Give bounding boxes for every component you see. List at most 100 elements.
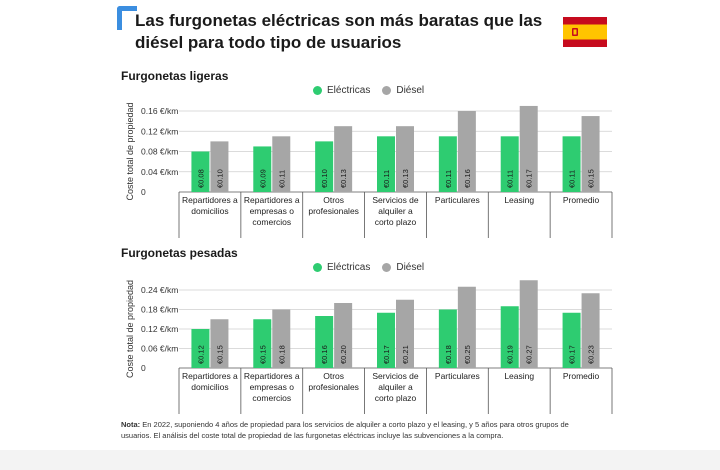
data-label: €0.23: [587, 345, 596, 364]
x-tick-label: Servicios de: [372, 195, 419, 205]
bar: [315, 141, 334, 192]
legend-item-diesel: Diésel: [382, 85, 424, 96]
x-tick-label: Leasing: [504, 371, 534, 381]
bar: [438, 136, 457, 192]
bar: [519, 105, 538, 192]
chart-1-legend: Eléctricas Diésel: [313, 85, 436, 96]
x-tick-label: Otros: [323, 371, 344, 381]
bar: [334, 303, 353, 368]
x-tick-label: Particulares: [435, 371, 480, 381]
bar: [377, 312, 395, 368]
data-label: €0.17: [525, 169, 534, 188]
frame-right: [702, 0, 720, 470]
data-label: €0.17: [382, 345, 391, 364]
y-tick-label: 0: [141, 363, 146, 373]
bar: [457, 286, 476, 368]
data-label: €0.15: [215, 345, 224, 364]
x-tick-label: alquiler a: [378, 206, 413, 216]
spain-flag-icon: [563, 17, 607, 47]
x-tick-label: corto plazo: [375, 217, 417, 227]
bar: [210, 319, 229, 368]
data-label: €0.10: [320, 169, 329, 188]
bar: [562, 312, 581, 368]
bar: [191, 329, 210, 368]
y-tick-label: 0.06 €/km: [141, 344, 178, 354]
data-label: €0.13: [401, 169, 410, 188]
data-label: €0.18: [444, 345, 453, 364]
x-tick-label: Repartidores a: [244, 371, 300, 381]
footnote-label: Nota:: [121, 420, 141, 429]
data-label: €0.12: [196, 345, 205, 364]
x-tick-label: Servicios de: [372, 371, 419, 381]
x-tick-label: Repartidores a: [182, 371, 238, 381]
bar: [396, 299, 414, 368]
frame-left: [0, 0, 18, 470]
y-tick-label: 0.12 €/km: [141, 126, 178, 136]
x-tick-label: alquiler a: [378, 382, 413, 392]
data-label: €0.18: [277, 345, 286, 364]
bar: [315, 316, 334, 368]
bar: [191, 151, 210, 192]
data-label: €0.21: [401, 345, 410, 364]
x-tick-label: domicilios: [191, 382, 228, 392]
legend-label-diesel: Diésel: [396, 262, 425, 273]
data-label: €0.11: [277, 170, 286, 188]
data-label: €0.27: [525, 345, 534, 364]
data-label: €0.11: [444, 170, 453, 188]
data-label: €0.19: [506, 345, 515, 364]
y-tick-label: 0.16 €/km: [141, 106, 178, 116]
x-tick-label: comercios: [252, 393, 291, 403]
y-tick-label: 0.24 €/km: [141, 285, 178, 295]
x-tick-label: corto plazo: [375, 393, 417, 403]
legend-label-diesel: Diésel: [396, 85, 425, 96]
data-label: €0.25: [463, 345, 472, 364]
y-axis-label: Coste total de propiedad: [125, 102, 135, 200]
y-tick-label: 0.12 €/km: [141, 324, 178, 334]
x-tick-label: profesionales: [308, 206, 359, 216]
chart-1-title: Furgonetas ligeras: [121, 69, 229, 83]
y-axis-label: Coste total de propiedad: [125, 280, 135, 378]
bar: [377, 136, 395, 192]
data-label: €0.11: [506, 170, 515, 188]
y-tick-label: 0.08 €/km: [141, 147, 178, 157]
data-label: €0.10: [215, 169, 224, 188]
chart-2-legend: Eléctricas Diésel: [313, 262, 436, 273]
x-tick-label: Promedio: [563, 195, 600, 205]
chart-2-title: Furgonetas pesadas: [121, 246, 238, 260]
data-label: €0.09: [258, 169, 267, 188]
data-label: €0.17: [568, 345, 577, 364]
legend-label-electric: Eléctricas: [327, 85, 371, 96]
x-tick-label: Otros: [323, 195, 344, 205]
data-label: €0.11: [568, 170, 577, 188]
data-label: €0.16: [320, 345, 329, 364]
bar: [581, 116, 600, 192]
bar: [334, 126, 353, 192]
x-tick-label: domicilios: [191, 206, 228, 216]
bar: [438, 309, 457, 368]
data-label: €0.16: [463, 169, 472, 188]
chart-2-svg: Coste total de propiedad 0 0.06 €/km 0.12 €…: [125, 280, 613, 414]
bar: [272, 309, 291, 368]
x-tick-label: empresas o: [250, 206, 295, 216]
legend-item-diesel: Diésel: [382, 262, 424, 273]
bar: [253, 319, 272, 368]
chart-1-svg: Coste total de propiedad 0 0.04 €/km 0.08 €…: [125, 102, 613, 238]
bar: [581, 293, 600, 368]
bar: [500, 136, 519, 192]
legend-item-electric: Eléctricas: [313, 85, 370, 96]
frame-bottom: [0, 450, 720, 470]
bar: [457, 111, 476, 192]
x-tick-label: profesionales: [308, 382, 359, 392]
footnote-text: En 2022, suponiendo 4 años de propiedad …: [121, 420, 569, 440]
data-label: €0.20: [339, 345, 348, 364]
x-tick-label: Repartidores a: [182, 195, 238, 205]
y-tick-label: 0.18 €/km: [141, 305, 178, 315]
bar: [562, 136, 581, 192]
x-tick-label: Particulares: [435, 195, 480, 205]
x-tick-label: Leasing: [504, 195, 534, 205]
accent-bracket-icon: [117, 6, 137, 30]
bar: [396, 126, 414, 192]
legend-label-electric: Eléctricas: [327, 262, 371, 273]
y-tick-label: 0.04 €/km: [141, 167, 178, 177]
data-label: €0.15: [587, 169, 596, 188]
